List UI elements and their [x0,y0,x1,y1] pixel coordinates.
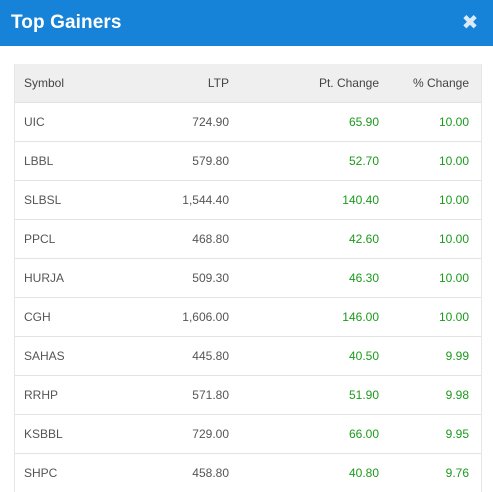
cell-symbol[interactable]: PPCL [15,218,124,258]
cell-symbol[interactable]: KSBBL [15,413,124,453]
table-header: Symbol LTP Pt. Change % Change [15,64,481,102]
cell-pt-change: 140.40 [239,179,389,219]
cell-symbol[interactable]: SLBSL [15,179,124,219]
cell-symbol[interactable]: UIC [15,101,124,141]
cell-pct-change: 9.76 [389,452,481,492]
modal-header: Top Gainers ✖ [0,0,493,46]
cell-pct-change: 10.00 [389,218,481,258]
cell-symbol[interactable]: HURJA [15,257,124,297]
cell-ltp: 724.90 [124,101,239,141]
table-row[interactable]: HURJA 509.30 46.30 10.00 [15,257,481,297]
cell-symbol[interactable]: SAHAS [15,335,124,375]
table-body: UIC 724.90 65.90 10.00 LBBL 579.80 52.70… [15,101,481,492]
table-row[interactable]: UIC 724.90 65.90 10.00 [15,101,481,141]
table-row[interactable]: PPCL 468.80 42.60 10.00 [15,218,481,258]
cell-ltp: 509.30 [124,257,239,297]
cell-pt-change: 66.00 [239,413,389,453]
cell-pct-change: 10.00 [389,257,481,297]
cell-ltp: 571.80 [124,374,239,414]
cell-pct-change: 9.99 [389,335,481,375]
cell-pt-change: 51.90 [239,374,389,414]
cell-symbol[interactable]: SHPC [15,452,124,492]
header-pt-change[interactable]: Pt. Change [318,75,379,90]
cell-pct-change: 9.98 [389,374,481,414]
cell-ltp: 579.80 [124,140,239,180]
close-icon[interactable]: ✖ [461,12,479,34]
table-row[interactable]: SHPC 458.80 40.80 9.76 [15,452,481,492]
cell-pt-change: 146.00 [239,296,389,336]
cell-pct-change: 10.00 [389,101,481,141]
cell-symbol[interactable]: RRHP [15,374,124,414]
cell-ltp: 729.00 [124,413,239,453]
header-ltp[interactable]: LTP [207,75,229,90]
gainers-table-container: Symbol LTP Pt. Change % Change UIC 724.9… [14,64,482,492]
table-row[interactable]: RRHP 571.80 51.90 9.98 [15,374,481,414]
table-row[interactable]: KSBBL 729.00 66.00 9.95 [15,413,481,453]
modal-title: Top Gainers [11,12,122,33]
cell-pt-change: 65.90 [239,101,389,141]
header-symbol[interactable]: Symbol [24,75,65,90]
cell-ltp: 468.80 [124,218,239,258]
cell-pt-change: 52.70 [239,140,389,180]
table-row[interactable]: CGH 1,606.00 146.00 10.00 [15,296,481,336]
header-pct-change[interactable]: % Change [412,75,469,90]
cell-pt-change: 46.30 [239,257,389,297]
cell-pt-change: 42.60 [239,218,389,258]
cell-ltp: 1,606.00 [124,296,239,336]
cell-symbol[interactable]: LBBL [15,140,124,180]
table-row[interactable]: LBBL 579.80 52.70 10.00 [15,140,481,180]
gainers-table: Symbol LTP Pt. Change % Change UIC 724.9… [15,64,481,492]
table-row[interactable]: SAHAS 445.80 40.50 9.99 [15,335,481,375]
cell-ltp: 458.80 [124,452,239,492]
cell-ltp: 445.80 [124,335,239,375]
cell-pct-change: 10.00 [389,179,481,219]
cell-pct-change: 10.00 [389,296,481,336]
cell-symbol[interactable]: CGH [15,296,124,336]
cell-pt-change: 40.80 [239,452,389,492]
cell-pct-change: 9.95 [389,413,481,453]
table-header-row: Symbol LTP Pt. Change % Change [15,64,481,102]
table-row[interactable]: SLBSL 1,544.40 140.40 10.00 [15,179,481,219]
cell-pct-change: 10.00 [389,140,481,180]
cell-pt-change: 40.50 [239,335,389,375]
cell-ltp: 1,544.40 [124,179,239,219]
